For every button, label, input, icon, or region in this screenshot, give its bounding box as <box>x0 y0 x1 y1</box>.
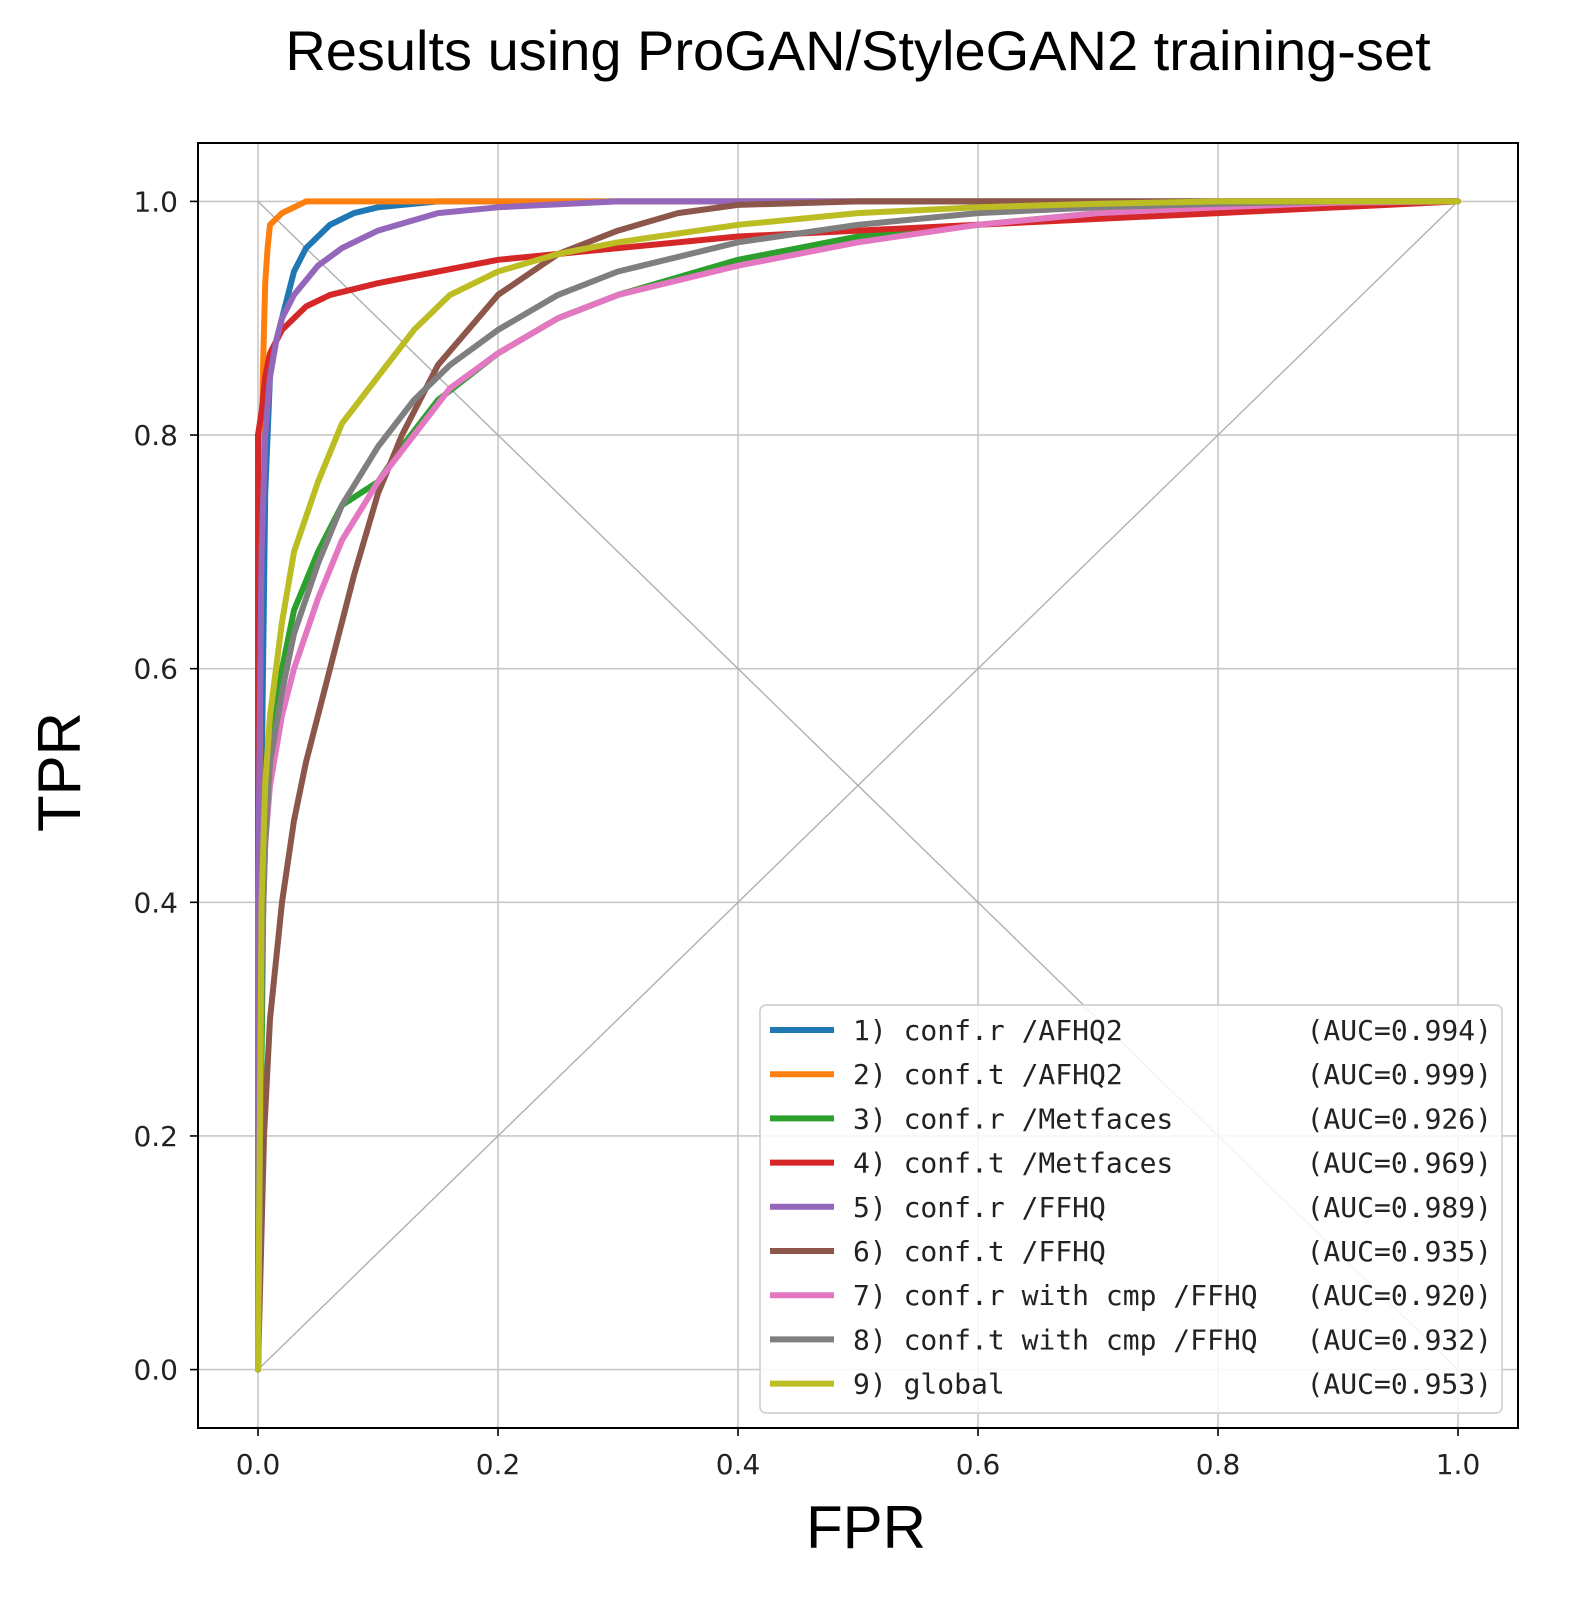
y-tick-label: 0.0 <box>133 1354 178 1387</box>
series-lines <box>255 198 1461 1373</box>
legend-auc: (AUC=0.999) <box>1307 1058 1492 1091</box>
legend-label: 1) conf.r /AFHQ2 <box>853 1014 1123 1047</box>
legend-item: 5) conf.r /FFHQ (AUC=0.989) <box>770 1191 1492 1224</box>
legend-auc: (AUC=0.920) <box>1307 1279 1492 1312</box>
series-line-9 <box>255 198 1461 1373</box>
legend-item: 8) conf.t with cmp /FFHQ (AUC=0.932) <box>770 1323 1492 1356</box>
x-tick-label: 0.0 <box>236 1448 281 1481</box>
x-tick-label: 0.4 <box>716 1448 761 1481</box>
legend-label: 3) conf.r /Metfaces <box>853 1102 1173 1135</box>
x-axis-label: FPR <box>806 1494 926 1561</box>
y-tick-label: 0.8 <box>133 419 178 452</box>
legend-item: 6) conf.t /FFHQ (AUC=0.935) <box>770 1235 1492 1268</box>
legend: 1) conf.r /AFHQ2 (AUC=0.994) 2) conf.t /AF… <box>759 1004 1503 1414</box>
x-tick-label: 1.0 <box>1436 1448 1481 1481</box>
chart-title: Results using ProGAN/StyleGAN2 training-… <box>285 19 1431 82</box>
legend-item: 1) conf.r /AFHQ2 (AUC=0.994) <box>770 1014 1492 1047</box>
plot-frame <box>197 142 1519 1429</box>
y-tick-label: 0.4 <box>133 886 178 919</box>
legend-label: 9) global <box>853 1368 1005 1401</box>
legend-auc: (AUC=0.926) <box>1307 1102 1492 1135</box>
legend-auc: (AUC=0.994) <box>1307 1014 1492 1047</box>
legend-auc: (AUC=0.989) <box>1307 1191 1492 1224</box>
series-line-5 <box>255 198 1461 1373</box>
legend-label: 7) conf.r with cmp /FFHQ <box>853 1279 1258 1312</box>
legend-auc: (AUC=0.932) <box>1307 1323 1492 1356</box>
legend-box <box>759 1004 1503 1414</box>
y-tick-label: 1.0 <box>133 185 178 218</box>
legend-label: 6) conf.t /FFHQ <box>853 1235 1106 1268</box>
y-tick-label: 0.6 <box>133 653 178 686</box>
legend-auc: (AUC=0.969) <box>1307 1147 1492 1180</box>
legend-auc: (AUC=0.935) <box>1307 1235 1492 1268</box>
x-tick-label: 0.8 <box>1196 1448 1241 1481</box>
legend-label: 5) conf.r /FFHQ <box>853 1191 1106 1224</box>
legend-label: 8) conf.t with cmp /FFHQ <box>853 1323 1258 1356</box>
legend-item: 7) conf.r with cmp /FFHQ (AUC=0.920) <box>770 1279 1492 1312</box>
y-axis-label: TPR <box>26 712 93 832</box>
series-line-7 <box>255 198 1461 1373</box>
series-line-4 <box>255 198 1461 1373</box>
legend-item: 2) conf.t /AFHQ2 (AUC=0.999) <box>770 1058 1492 1091</box>
x-tick-label: 0.6 <box>956 1448 1001 1481</box>
series-line-2 <box>255 198 1461 1373</box>
series-line-8 <box>255 198 1461 1373</box>
legend-label: 4) conf.t /Metfaces <box>853 1147 1173 1180</box>
legend-item: 4) conf.t /Metfaces (AUC=0.969) <box>770 1147 1492 1180</box>
legend-auc: (AUC=0.953) <box>1307 1368 1492 1401</box>
legend-item: 3) conf.r /Metfaces (AUC=0.926) <box>770 1102 1492 1135</box>
legend-label: 2) conf.t /AFHQ2 <box>853 1058 1123 1091</box>
y-tick-label: 0.2 <box>133 1120 178 1153</box>
legend-item: 9) global (AUC=0.953) <box>770 1368 1492 1401</box>
ticks: 0.0 0.2 0.4 0.6 0.8 1.0 0.0 0.2 0.4 0.6 0.8 1.0 <box>133 185 1480 1481</box>
x-tick-label: 0.2 <box>476 1448 521 1481</box>
